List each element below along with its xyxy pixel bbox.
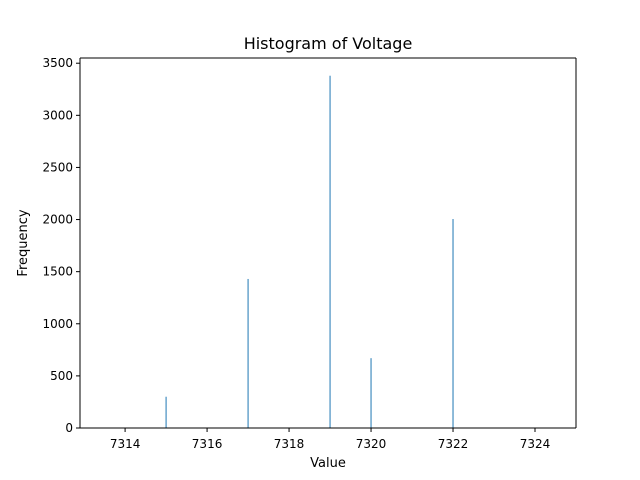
x-tick-label: 7322 [438,437,469,451]
x-axis-label: Value [310,456,346,471]
histogram-bar [165,396,167,428]
x-tick-label: 7320 [356,437,387,451]
histogram-bar [452,219,454,428]
y-tick-label: 1000 [42,317,73,331]
chart-title: Histogram of Voltage [244,34,413,53]
y-tick-label: 2500 [42,160,73,174]
y-tick-label: 3500 [42,56,73,70]
x-tick-label: 7318 [274,437,305,451]
y-tick-label: 3000 [42,108,73,122]
plot-area [80,58,576,428]
axes-frame [79,57,577,429]
x-axis-ticks: 7314 7316 7318 7320 7322 7324 [110,428,550,451]
y-tick-label: 2000 [42,213,73,227]
y-tick-label: 0 [65,421,73,435]
y-axis-ticks: 0 500 1000 1500 2000 2500 3000 3500 [42,56,80,435]
y-tick-label: 500 [50,369,73,383]
histogram-bar [247,278,249,428]
x-tick-label: 7324 [520,437,551,451]
histogram-bar [329,75,331,428]
x-tick-label: 7316 [192,437,223,451]
bars-layer [165,75,454,428]
y-tick-label: 1500 [42,265,73,279]
y-axis-label: Frequency [16,209,31,276]
x-tick-label: 7314 [110,437,141,451]
histogram-bar [370,358,372,428]
